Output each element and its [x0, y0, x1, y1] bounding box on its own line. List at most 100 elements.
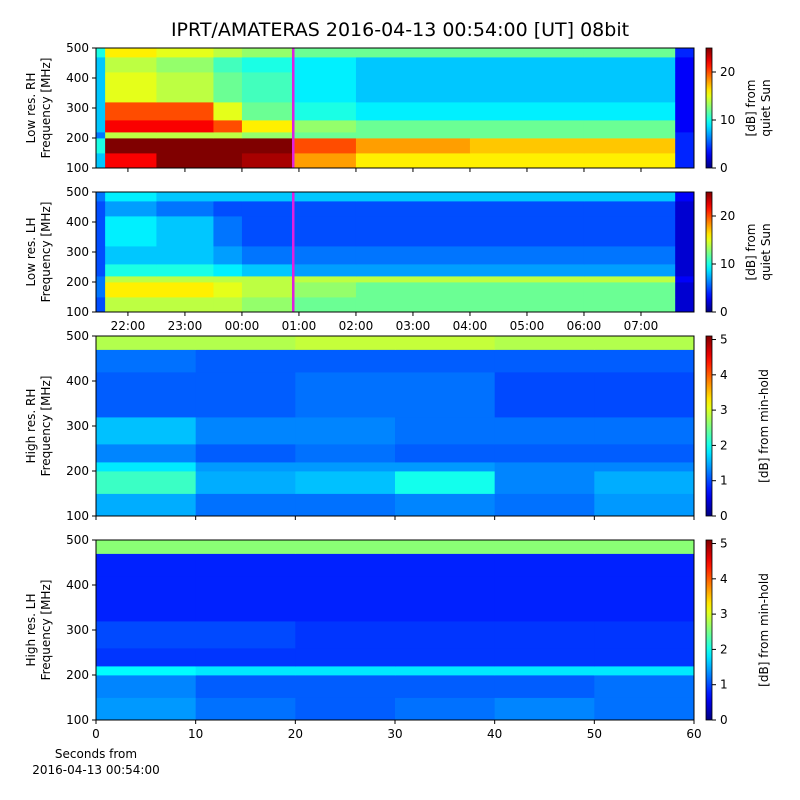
heatmap-cell	[293, 57, 357, 73]
colorbar-tick-label: 20	[720, 65, 735, 79]
heatmap-cell	[156, 264, 214, 277]
heatmap-cell	[675, 132, 695, 139]
y-tick-label: 500	[66, 185, 89, 199]
heatmap-cell	[96, 297, 106, 313]
heatmap-cell	[241, 276, 294, 283]
heatmap-cell	[355, 216, 471, 247]
heatmap-cell	[295, 349, 396, 373]
heatmap-cell	[583, 192, 676, 202]
heatmap-cell	[293, 246, 357, 265]
heatmap-cell	[96, 648, 197, 667]
heatmap-cell	[96, 120, 106, 133]
heatmap-cell	[594, 372, 695, 418]
heatmap-cell	[96, 576, 197, 622]
heatmap-cell	[494, 493, 595, 517]
heatmap-cell	[494, 621, 595, 649]
heatmap-cell	[293, 153, 357, 169]
colorbar	[705, 191, 713, 313]
heatmap-cell	[494, 444, 595, 463]
colorbar-label-line: [dB] from min-hold	[757, 369, 771, 483]
heatmap-cell	[355, 132, 471, 139]
colorbar-label: [dB] fromquiet Sun	[744, 79, 773, 136]
heatmap-cell	[241, 216, 294, 247]
heatmap-cell	[96, 540, 197, 554]
heatmap-cell	[156, 102, 214, 121]
heatmap-cell	[295, 675, 396, 698]
heatmap-cell	[105, 297, 157, 313]
heatmap-cell	[675, 57, 695, 73]
heatmap-cell	[469, 297, 585, 313]
heatmap-cell	[213, 276, 243, 283]
heatmap-cell	[469, 276, 585, 283]
y-tick-label: 300	[66, 245, 89, 259]
colorbar-tick-label: 10	[720, 113, 735, 127]
colorbar-tick-label: 3	[720, 607, 728, 621]
colorbar-tick-label: 1	[720, 474, 728, 488]
heatmap-cell	[295, 697, 396, 721]
heatmap-cell	[293, 201, 357, 217]
heatmap-cell	[105, 102, 157, 121]
heatmap-cell	[241, 297, 294, 313]
colorbar-label: [dB] from min-hold	[757, 369, 771, 483]
y-axis-label-line: Frequency [MHz]	[39, 202, 53, 303]
heatmap-cell	[594, 444, 695, 463]
heatmap-cell	[156, 48, 214, 58]
y-axis-label: High res. RHFrequency [MHz]	[24, 376, 53, 477]
heatmap-cell	[395, 417, 496, 445]
heatmap-cell	[293, 276, 357, 283]
heatmap-cell	[594, 675, 695, 698]
y-tick-label: 500	[66, 533, 89, 547]
heatmap-cell	[293, 102, 357, 121]
y-tick-label: 500	[66, 41, 89, 55]
heatmap-cell	[355, 246, 471, 265]
heatmap-cell	[213, 246, 243, 265]
heatmap-cell	[395, 471, 496, 494]
heatmap-cell	[494, 553, 595, 577]
heatmap-cell	[469, 264, 585, 277]
heatmap-cell	[241, 48, 294, 58]
heatmap-cell	[213, 132, 243, 139]
heatmap-cell	[96, 675, 197, 698]
heatmap-cell	[293, 138, 357, 154]
heatmap-cell	[295, 540, 396, 554]
heatmap-cell	[594, 666, 695, 676]
y-axis-label-line: Frequency [MHz]	[39, 58, 53, 159]
heatmap-cell	[156, 201, 214, 217]
heatmap-cell	[213, 120, 243, 133]
heatmap-cell	[494, 349, 595, 373]
heatmap-cell	[395, 444, 496, 463]
heatmap-cell	[195, 553, 296, 577]
heatmap-cell	[594, 553, 695, 577]
colorbar-label-line: quiet Sun	[759, 223, 773, 280]
x-tick-label: 0	[92, 727, 100, 741]
colorbar-label: [dB] fromquiet Sun	[744, 223, 773, 280]
colorbar-tick-label: 5	[720, 333, 728, 347]
heatmap-cell	[96, 72, 106, 103]
heatmap-cell	[213, 192, 243, 202]
heatmap-cell	[96, 264, 106, 277]
heatmap-cell	[213, 282, 243, 298]
heatmap-cell	[594, 336, 695, 350]
heatmap-cell	[96, 336, 197, 350]
heatmap-cell	[355, 192, 471, 202]
heatmap-cell	[156, 72, 214, 103]
colorbar-label-line: quiet Sun	[759, 79, 773, 136]
heatmap-cell	[494, 540, 595, 554]
y-tick-label: 200	[66, 275, 89, 289]
heatmap-cell	[96, 471, 197, 494]
heatmap-cell	[195, 372, 296, 418]
heatmap-cell	[96, 246, 106, 265]
heatmap-cell	[355, 120, 471, 133]
heatmap-cell	[96, 276, 106, 283]
y-axis-label: High res. LHFrequency [MHz]	[24, 580, 53, 681]
x-tick-label: 60	[686, 727, 701, 741]
heatmap-cell	[355, 48, 471, 58]
x-tick-label: 05:00	[510, 319, 545, 333]
heatmap-cell	[469, 192, 585, 202]
x-tick-label: 07:00	[624, 319, 659, 333]
heatmap-cell	[96, 102, 106, 121]
heatmap-cell	[195, 493, 296, 517]
heatmap-cell	[583, 120, 676, 133]
